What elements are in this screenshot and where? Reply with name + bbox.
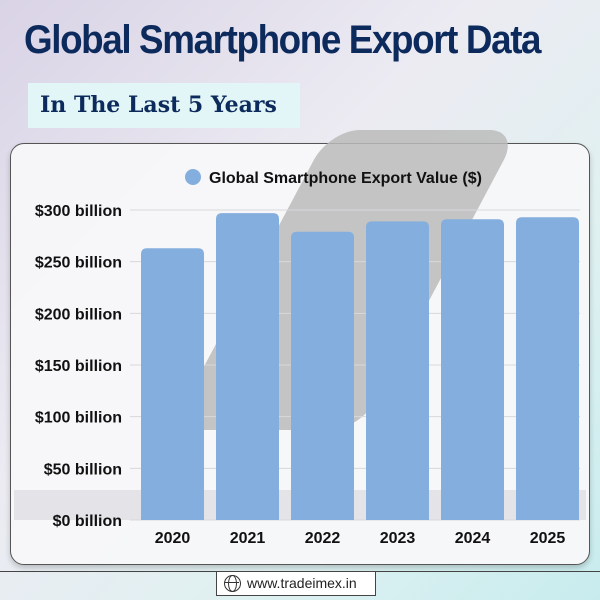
bar-2023 <box>366 221 429 520</box>
y-tick-label: $200 billion <box>35 306 122 323</box>
bar-2025 <box>516 217 579 520</box>
legend-label: Global Smartphone Export Value ($) <box>209 170 482 187</box>
x-tick-label: 2024 <box>455 530 491 547</box>
y-tick-label: $300 billion <box>35 203 122 220</box>
subtitle: In The Last 5 Years <box>28 83 300 128</box>
website-url: www.tradeimex.in <box>247 575 357 591</box>
bar-2022 <box>291 231 354 520</box>
y-tick-label: $250 billion <box>35 255 122 272</box>
y-tick-label: $150 billion <box>35 358 122 375</box>
bar-2024 <box>441 219 504 521</box>
x-tick-label: 2025 <box>530 530 566 547</box>
globe-icon <box>224 575 241 592</box>
y-tick-label: $100 billion <box>35 410 122 427</box>
y-tick-label: $50 billion <box>44 461 122 478</box>
x-tick-label: 2023 <box>380 530 416 547</box>
x-tick-label: 2020 <box>155 530 191 547</box>
x-tick-label: 2022 <box>305 530 341 547</box>
x-tick-label: 2021 <box>230 530 266 547</box>
bar-2020 <box>141 248 204 520</box>
legend-marker <box>185 169 201 185</box>
website-link[interactable]: www.tradeimex.in <box>216 571 376 596</box>
bar-2021 <box>216 213 279 520</box>
page-title: Global Smartphone Export Data <box>24 18 542 62</box>
y-tick-label: $0 billion <box>53 513 122 530</box>
